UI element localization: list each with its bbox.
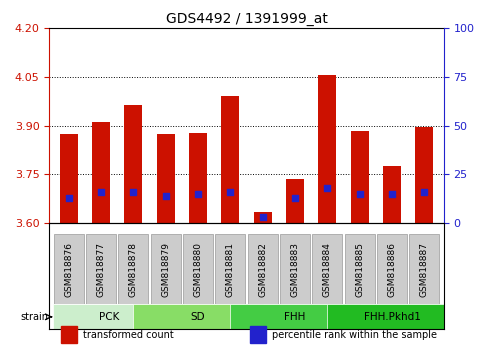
Text: GSM818876: GSM818876	[64, 242, 73, 297]
Point	[421, 189, 428, 195]
FancyBboxPatch shape	[377, 234, 407, 305]
Bar	[286, 179, 304, 223]
Text: GSM818878: GSM818878	[129, 242, 138, 297]
Bar	[230, 304, 360, 329]
Point	[97, 189, 105, 195]
Point	[323, 185, 331, 191]
Point	[356, 191, 364, 197]
FancyBboxPatch shape	[313, 234, 342, 305]
Text: GSM818880: GSM818880	[194, 242, 203, 297]
Text: FHH: FHH	[284, 312, 306, 322]
Bar	[221, 96, 239, 223]
Title: GDS4492 / 1391999_at: GDS4492 / 1391999_at	[166, 12, 327, 26]
Bar	[124, 104, 142, 223]
Bar	[318, 75, 336, 223]
Bar	[351, 131, 369, 223]
FancyBboxPatch shape	[54, 234, 84, 305]
FancyBboxPatch shape	[280, 234, 310, 305]
Point	[226, 189, 234, 195]
FancyBboxPatch shape	[86, 234, 116, 305]
Text: GSM818884: GSM818884	[323, 242, 332, 297]
Point	[65, 195, 72, 201]
Point	[259, 215, 267, 220]
FancyBboxPatch shape	[345, 234, 375, 305]
Text: percentile rank within the sample: percentile rank within the sample	[272, 330, 437, 339]
Bar	[92, 122, 110, 223]
Point	[194, 191, 202, 197]
Text: GSM818879: GSM818879	[161, 242, 170, 297]
Text: GSM818881: GSM818881	[226, 242, 235, 297]
Bar	[250, 326, 266, 343]
Bar	[53, 304, 166, 329]
Bar	[327, 304, 457, 329]
Point	[162, 193, 170, 199]
Text: GSM818885: GSM818885	[355, 242, 364, 297]
Bar	[61, 326, 77, 343]
Point	[129, 189, 137, 195]
Text: GSM818877: GSM818877	[97, 242, 106, 297]
Text: PCK: PCK	[99, 312, 119, 322]
Text: strain: strain	[21, 312, 49, 322]
Text: SD: SD	[191, 312, 205, 322]
Text: transformed count: transformed count	[83, 330, 174, 339]
Point	[291, 195, 299, 201]
Bar	[189, 133, 207, 223]
Bar	[133, 304, 263, 329]
Bar	[60, 134, 77, 223]
FancyBboxPatch shape	[183, 234, 213, 305]
Text: GSM818883: GSM818883	[290, 242, 299, 297]
Text: GSM818886: GSM818886	[387, 242, 396, 297]
Bar	[254, 212, 272, 223]
Bar	[157, 134, 175, 223]
FancyBboxPatch shape	[151, 234, 180, 305]
FancyBboxPatch shape	[248, 234, 278, 305]
Bar	[416, 127, 433, 223]
Bar	[383, 166, 401, 223]
FancyBboxPatch shape	[118, 234, 148, 305]
FancyBboxPatch shape	[409, 234, 439, 305]
Text: GSM818887: GSM818887	[420, 242, 429, 297]
Text: FHH.Pkhd1: FHH.Pkhd1	[363, 312, 421, 322]
Point	[388, 191, 396, 197]
Text: GSM818882: GSM818882	[258, 242, 267, 297]
FancyBboxPatch shape	[215, 234, 245, 305]
